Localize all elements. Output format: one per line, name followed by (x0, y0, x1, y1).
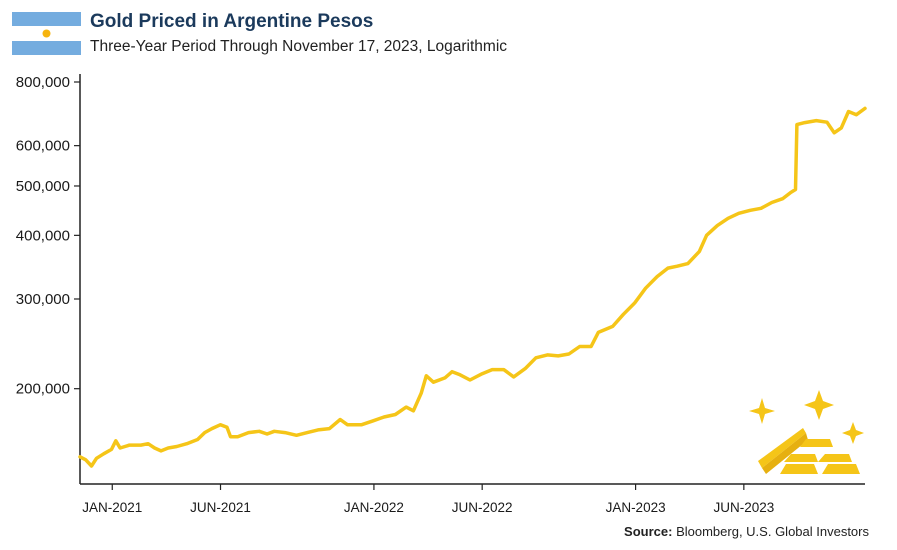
x-axis: JAN-2021 JUN-2021 JAN-2022 JUN-2022 JAN-2023… (80, 483, 865, 515)
y-tick-label: 200,000 (16, 381, 70, 398)
x-tick-label: JAN-2023 (606, 500, 666, 515)
argentina-flag-icon (12, 12, 81, 55)
source-note: Source: Bloomberg, U.S. Global Investors (624, 524, 869, 539)
x-tick-label: JUN-2023 (713, 500, 774, 515)
chart-subtitle: Three-Year Period Through November 17, 2… (90, 38, 508, 55)
series-layer (78, 106, 867, 468)
y-tick-label: 500,000 (16, 178, 70, 195)
y-tick-label: 600,000 (16, 138, 70, 155)
series-line (78, 106, 867, 468)
y-axis: 200,000 300,000 400,000 500,000 600,000 800,0… (16, 74, 81, 484)
x-tick-label: JAN-2022 (344, 500, 404, 515)
x-tick-label: JUN-2021 (190, 500, 251, 515)
x-tick-label: JUN-2022 (452, 500, 513, 515)
flag-sun-icon (42, 29, 51, 38)
source-label: Source: (624, 524, 673, 539)
y-tick-label: 400,000 (16, 227, 70, 244)
chart-title: Gold Priced in Argentine Pesos (90, 11, 374, 32)
source-text: Bloomberg, U.S. Global Investors (676, 524, 869, 539)
gold-bars-sparkle-icon (749, 390, 864, 474)
y-tick-label: 300,000 (16, 291, 70, 308)
y-tick-label: 800,000 (16, 74, 70, 91)
x-tick-label: JAN-2021 (82, 500, 142, 515)
